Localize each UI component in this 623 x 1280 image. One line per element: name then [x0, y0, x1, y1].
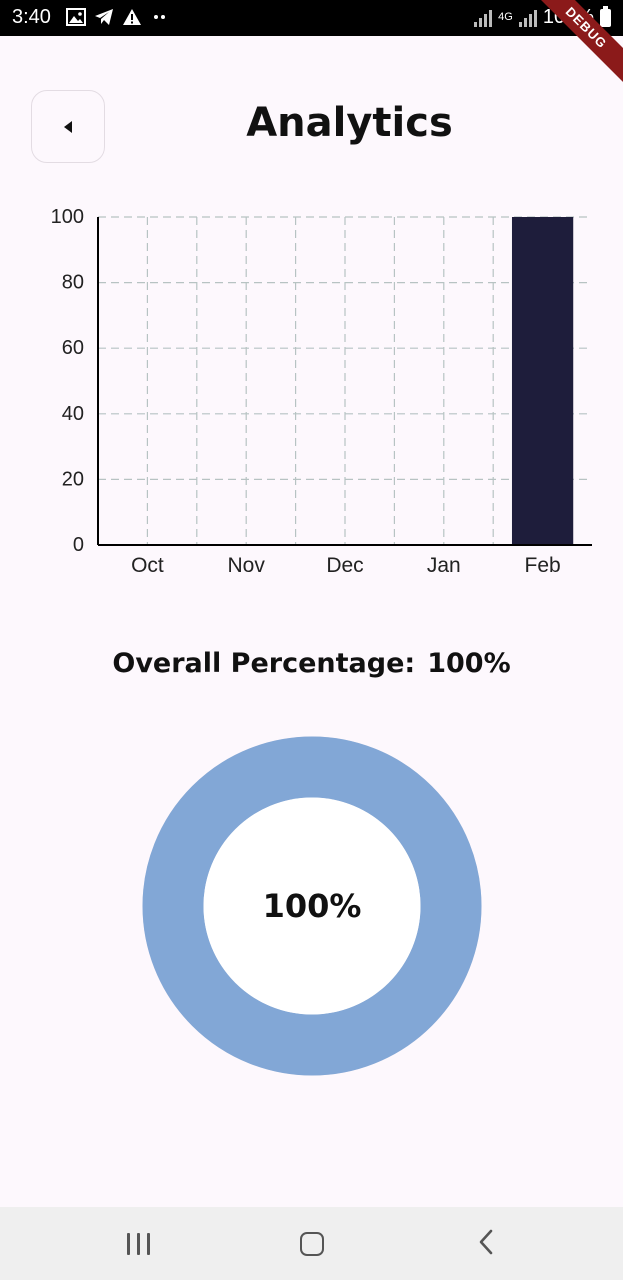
status-left-icons: [66, 8, 170, 26]
donut-hole: [203, 797, 421, 1015]
y-tick-label: 20: [62, 468, 84, 490]
bar-chart: 0 20 40 60 80 100 Oct Nov Dec Jan Feb: [51, 206, 592, 577]
overall-value: 100%: [427, 648, 511, 679]
warning-icon: [123, 9, 141, 25]
signal-icon-2: [518, 9, 537, 27]
y-tick-label: 0: [73, 534, 84, 556]
x-tick-label: Dec: [326, 554, 363, 577]
donut-arc: [142, 736, 482, 1076]
back-icon[interactable]: [478, 1229, 494, 1255]
status-bar: 3:40 4G 100% DEBUG: [0, 0, 623, 90]
donut-chart: [142, 736, 482, 1076]
home-icon[interactable]: [300, 1232, 324, 1256]
x-tick-label: Oct: [131, 554, 164, 577]
image-icon: [66, 8, 86, 26]
telegram-icon: [95, 9, 113, 25]
status-time: 3:40: [12, 6, 51, 28]
system-nav-bar: [0, 1207, 623, 1280]
signal-icon: [474, 9, 493, 27]
y-tick-label: 100: [51, 206, 84, 228]
y-tick-label: 40: [62, 403, 84, 425]
x-tick-label: Jan: [427, 554, 461, 577]
overall-percentage: Overall Percentage: 100%: [0, 648, 623, 679]
y-tick-label: 80: [62, 272, 84, 294]
donut-center-label: 100%: [262, 887, 362, 925]
back-button[interactable]: [31, 90, 105, 163]
y-tick-label: 60: [62, 337, 84, 359]
more-dots-icon: [154, 15, 165, 19]
battery-icon: [600, 5, 611, 27]
bar-feb: [511, 217, 574, 545]
x-tick-label: Nov: [228, 554, 266, 577]
page-title: Analytics: [246, 100, 453, 146]
back-arrow-icon: [64, 120, 72, 133]
x-tick-label: Feb: [525, 554, 561, 577]
recents-icon[interactable]: [127, 1233, 150, 1255]
network-type: 4G: [498, 11, 513, 23]
overall-label: Overall Percentage:: [112, 648, 416, 679]
